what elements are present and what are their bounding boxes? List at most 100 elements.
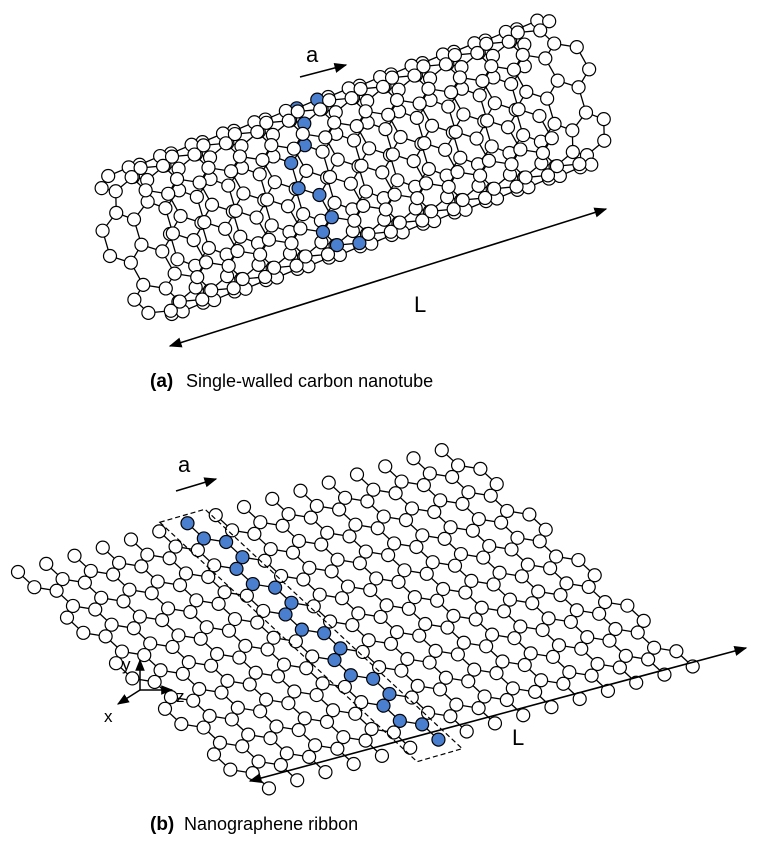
atom: [300, 164, 313, 177]
atom: [330, 239, 343, 252]
atom: [319, 131, 332, 144]
atom: [541, 92, 554, 105]
atom: [248, 527, 261, 540]
atom: [246, 767, 259, 780]
atom: [268, 261, 281, 274]
atom: [465, 574, 478, 587]
atom: [105, 618, 118, 631]
atom: [254, 705, 267, 718]
atom: [197, 721, 210, 734]
atom: [153, 525, 166, 538]
atom: [238, 501, 251, 514]
atom: [188, 148, 201, 161]
atom: [325, 211, 338, 224]
atom: [432, 733, 445, 746]
atom: [395, 664, 408, 677]
atom: [321, 715, 334, 728]
atom: [375, 749, 388, 762]
atom: [533, 535, 546, 548]
atom: [362, 227, 375, 240]
atom: [477, 551, 490, 564]
atom: [475, 601, 488, 614]
atom: [487, 578, 500, 591]
atom: [599, 596, 612, 609]
atom: [583, 63, 596, 76]
atom: [125, 171, 138, 184]
atom: [388, 537, 401, 550]
atom: [471, 47, 484, 60]
atom: [113, 556, 126, 569]
atom: [159, 702, 172, 715]
atom: [269, 581, 282, 594]
length-label: L: [414, 292, 426, 317]
atom: [205, 284, 218, 297]
atom: [554, 589, 567, 602]
atom: [670, 645, 683, 658]
atom: [408, 591, 421, 604]
atom: [642, 653, 655, 666]
atom: [566, 146, 579, 159]
atom: [291, 774, 304, 787]
atom: [61, 611, 74, 624]
atom: [141, 548, 154, 561]
atom: [314, 103, 327, 116]
atom: [262, 782, 275, 795]
atom: [535, 674, 548, 687]
atom: [637, 614, 650, 627]
atom: [84, 564, 97, 577]
atom: [289, 635, 302, 648]
atom: [514, 620, 527, 633]
atom: [450, 698, 463, 711]
atom: [416, 718, 429, 731]
atom: [294, 222, 307, 235]
axis-x: [118, 690, 140, 704]
atom: [169, 540, 182, 553]
atom: [287, 546, 300, 559]
atom: [394, 131, 407, 144]
atom: [322, 476, 335, 489]
atom: [391, 94, 404, 107]
atom: [261, 193, 274, 206]
atom: [514, 143, 527, 156]
atom: [519, 171, 532, 184]
atom: [211, 648, 224, 661]
atom: [107, 568, 120, 581]
atom: [529, 685, 542, 698]
atom: [313, 588, 326, 601]
atom: [367, 483, 380, 496]
atom: [447, 609, 460, 622]
atom: [456, 193, 469, 206]
atom: [407, 452, 420, 465]
atom: [357, 199, 370, 212]
atom: [383, 687, 396, 700]
atom: [166, 227, 179, 240]
atom: [251, 616, 264, 629]
atom: [135, 238, 148, 251]
atom: [171, 173, 184, 186]
atom: [190, 594, 203, 607]
atom: [422, 163, 435, 176]
atom: [545, 132, 558, 145]
atom: [28, 581, 41, 594]
atom: [505, 158, 518, 171]
atom: [390, 626, 403, 639]
atom: [135, 560, 148, 573]
atom: [560, 577, 573, 590]
atom: [371, 522, 384, 535]
atom: [313, 188, 326, 201]
atom: [219, 222, 232, 235]
atom: [229, 204, 242, 217]
atom: [441, 621, 454, 634]
atom: [274, 759, 287, 772]
atom: [472, 513, 485, 526]
atom: [400, 514, 413, 527]
atom: [391, 174, 404, 187]
panel-label: (b): [150, 814, 174, 835]
atom: [294, 484, 307, 497]
atom: [420, 567, 433, 580]
atom: [162, 602, 175, 615]
atom: [613, 661, 626, 674]
atom: [564, 615, 577, 628]
atom: [205, 659, 218, 672]
atom: [486, 628, 499, 641]
